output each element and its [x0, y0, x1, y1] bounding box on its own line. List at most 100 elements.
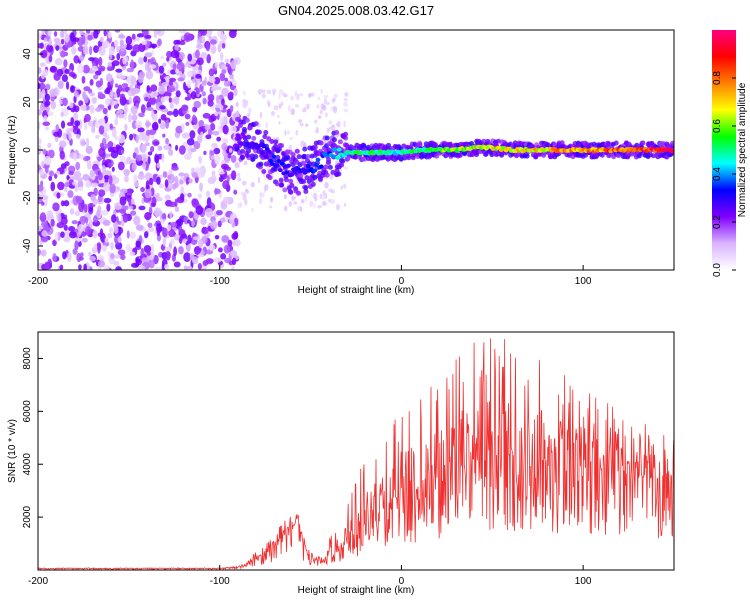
- spectrogram-noise-cell: [207, 176, 216, 185]
- spectrogram-ridge-halo: [406, 155, 412, 161]
- spectrogram-noise-cell: [62, 97, 68, 107]
- spectrogram-noise-cell: [300, 199, 305, 204]
- spectrogram-noise-cell: [322, 195, 325, 202]
- spectrogram-noise-cell: [187, 53, 193, 62]
- spectrogram-noise-cell: [202, 97, 207, 105]
- x-tick-label: -100: [210, 276, 230, 287]
- spectrogram-noise-cell: [73, 153, 77, 161]
- spectrogram-noise-cell: [203, 150, 207, 155]
- spectrogram-noise-cell: [103, 174, 110, 180]
- spectrogram-noise-cell: [141, 40, 147, 46]
- spectrogram-noise-cell: [87, 34, 93, 41]
- spectrogram-noise-cell: [221, 235, 230, 243]
- spectrogram-noise-cell: [144, 188, 152, 199]
- spectrogram-noise-cell: [211, 170, 216, 176]
- spectrogram-noise-cell: [144, 96, 149, 102]
- spectrogram-noise-cell: [209, 122, 216, 131]
- spectrogram-noise-cell: [47, 142, 52, 148]
- spectrogram-noise-cell: [159, 122, 167, 130]
- spectrogram-ridge-halo: [323, 164, 329, 170]
- spectrogram-noise-cell: [77, 180, 84, 189]
- spectrogram-noise-cell: [79, 30, 84, 36]
- spectrogram-noise-cell: [140, 247, 145, 258]
- spectrogram-noise-cell: [164, 246, 172, 252]
- spectrogram-noise-cell: [197, 134, 203, 144]
- spectrogram-noise-cell: [132, 44, 141, 53]
- spectrogram-ridge-cell: [312, 168, 318, 173]
- spectrogram-x-axis-title: Height of straight line (km): [298, 285, 415, 296]
- spectrogram-noise-cell: [106, 66, 114, 72]
- spectrogram-ridge-halo: [331, 137, 337, 143]
- spectrogram-noise-cell: [85, 137, 90, 148]
- spectrogram-noise-cell: [119, 155, 126, 161]
- spectrogram-ridge-halo: [288, 189, 294, 195]
- spectrogram-noise-cell: [74, 120, 81, 127]
- spectrogram-noise-cell: [224, 77, 228, 82]
- spectrogram-noise-cell: [174, 44, 179, 51]
- spectrogram-noise-cell: [69, 101, 74, 109]
- spectrogram-ridge-halo: [340, 158, 346, 164]
- spectrogram-noise-cell: [83, 263, 88, 270]
- spectrogram-noise-cell: [204, 124, 211, 131]
- spectrogram-noise-cell: [104, 97, 110, 107]
- spectrogram-noise-cell: [153, 207, 162, 217]
- spectrogram-noise-cell: [110, 150, 119, 159]
- spectrogram-ridge-halo: [650, 153, 656, 159]
- spectrogram-noise-cell: [135, 224, 144, 231]
- spectrogram-noise-cell: [242, 194, 247, 201]
- spectrogram-noise-cell: [162, 237, 167, 247]
- spectrogram-noise-cell: [175, 144, 179, 151]
- spectrogram-noise-cell: [191, 114, 197, 124]
- spectrogram-noise-cell: [221, 98, 225, 106]
- spectrogram-noise-cell: [193, 100, 202, 109]
- spectrogram-noise-cell: [50, 100, 57, 110]
- snr-y-axis-title: SNR (10 * v/v): [7, 419, 18, 483]
- spectrogram-noise-cell: [138, 205, 146, 211]
- spectrogram-noise-cell: [95, 80, 102, 88]
- spectrogram-ridge-halo: [343, 131, 349, 137]
- spectrogram-noise-cell: [169, 101, 174, 109]
- spectrogram-noise-cell: [229, 30, 238, 33]
- spectrogram-noise-cell: [335, 203, 341, 211]
- spectrogram-ridge-halo: [447, 141, 453, 147]
- spectrogram-noise-cell: [164, 179, 169, 188]
- x-tick-label: -200: [28, 276, 48, 287]
- spectrogram-noise-cell: [163, 145, 172, 151]
- spectrogram-ridge-halo: [462, 151, 468, 157]
- snr-frame: [37, 331, 675, 571]
- spectrogram-noise-cell: [184, 153, 192, 160]
- spectrogram-noise-cell: [171, 183, 177, 190]
- spectrogram-noise-cell: [172, 108, 179, 118]
- spectrogram-ridge-cell: [271, 154, 277, 159]
- spectrogram-noise-cell: [73, 170, 82, 179]
- spectrogram-noise-cell: [205, 42, 211, 52]
- spectrogram-ridge-halo: [239, 148, 245, 154]
- spectrogram-ridge-halo: [303, 185, 309, 191]
- spectrogram-noise-cell: [213, 76, 221, 85]
- spectrogram-noise-cell: [150, 202, 156, 208]
- spectrogram-noise-cell: [313, 203, 316, 209]
- spectrogram-noise-cell: [84, 122, 88, 131]
- spectrogram-noise-cell: [133, 215, 141, 226]
- spectrogram-noise-cell: [128, 198, 132, 207]
- y-tick-label: 4000: [22, 453, 33, 476]
- spectrogram-noise-cell: [129, 251, 136, 256]
- spectrogram-noise-cell: [234, 161, 240, 169]
- spectrogram-noise-cell: [97, 65, 106, 71]
- spectrogram-noise-cell: [165, 137, 169, 145]
- x-tick-label: 0: [399, 276, 405, 287]
- y-tick-label: 6000: [22, 400, 33, 423]
- spectrogram-noise-cell: [181, 104, 189, 111]
- spectrogram-noise-cell: [43, 155, 52, 166]
- spectrogram-noise-cell: [60, 30, 65, 39]
- spectrogram-noise-cell: [185, 121, 190, 126]
- spectrogram-noise-cell: [66, 121, 74, 127]
- spectrogram-noise-cell: [308, 93, 312, 98]
- spectrogram-ridge-halo: [253, 121, 259, 127]
- spectrogram-noise-cell: [284, 205, 288, 212]
- spectrogram-noise-cell: [135, 257, 141, 264]
- colorbar-tick-label: 0.4: [712, 167, 723, 181]
- spectrogram-ridge-cell: [235, 133, 241, 138]
- spectrogram-noise-cell: [77, 63, 84, 74]
- spectrogram-ridge-halo: [294, 148, 300, 154]
